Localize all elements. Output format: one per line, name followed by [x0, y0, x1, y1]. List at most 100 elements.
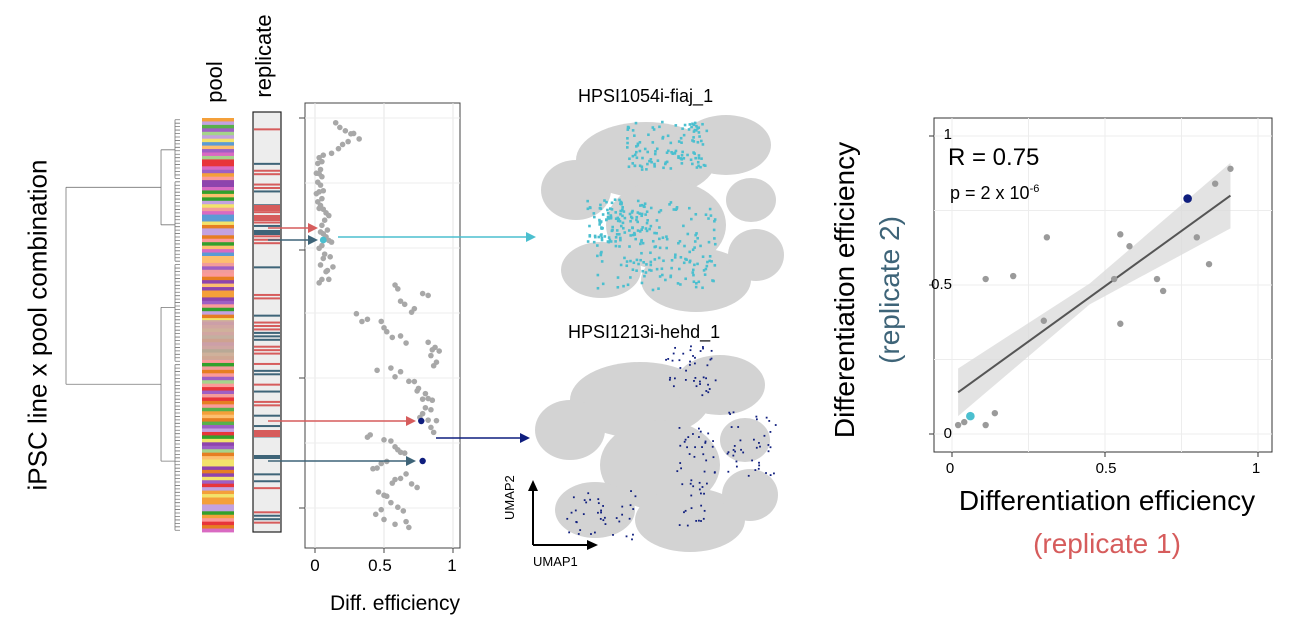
- umap-hehd-cell: [625, 535, 628, 538]
- umap-fiaj-cell: [690, 217, 693, 221]
- umap-fiaj-cell: [599, 253, 603, 257]
- umap-fiaj-cell: [645, 210, 649, 214]
- umap-fiaj-cell: [708, 207, 712, 211]
- umap-hehd-cell: [754, 469, 757, 471]
- umap-hehd-cell: [697, 427, 700, 430]
- umap-hehd-cell: [704, 440, 707, 443]
- umap-fiaj-cell: [694, 285, 698, 289]
- umap-hehd-cell: [710, 357, 713, 360]
- mid-x-axis-label: Diff. efficiency: [330, 592, 460, 615]
- umap-fiaj-cell: [691, 122, 694, 126]
- strip-point: [425, 292, 431, 299]
- umap-hehd-cell: [767, 450, 770, 453]
- umap-fiaj-cell: [648, 227, 651, 231]
- umap-hehd-cell: [684, 379, 687, 381]
- umap-fiaj-cell: [619, 224, 623, 228]
- replicate-stripe: [254, 521, 280, 524]
- umap-fiaj-cell: [693, 240, 697, 243]
- strip-point: [403, 471, 409, 477]
- umap-fiaj-cell: [676, 282, 680, 285]
- umap-fiaj-cell: [692, 136, 695, 139]
- strip-point: [406, 378, 412, 385]
- replicate-stripe: [254, 190, 280, 193]
- pool-cell: [202, 400, 234, 405]
- umap-fiaj-cell: [616, 285, 620, 289]
- scatter-point: [961, 418, 968, 426]
- umap-fiaj-cell: [686, 153, 689, 157]
- umap-fiaj-cell: [683, 244, 686, 248]
- umap-fiaj-cell: [614, 235, 618, 239]
- umap-hehd-cell: [692, 355, 694, 357]
- strip-point: [397, 475, 404, 482]
- umap-fiaj-cell: [626, 126, 630, 130]
- strip-point: [397, 298, 404, 304]
- umap-fiaj-cell: [665, 237, 669, 241]
- pool-cell: [202, 376, 234, 381]
- umap-hehd-cell: [597, 502, 600, 505]
- strip-point: [428, 406, 434, 413]
- strip-point: [359, 318, 365, 325]
- pool-cell: [202, 245, 234, 250]
- strip-point: [381, 437, 387, 443]
- umap-fiaj-cell: [709, 214, 713, 217]
- umap-fiaj-cell: [619, 238, 622, 242]
- umap-hehd-cell: [703, 509, 706, 512]
- strip-point: [397, 368, 404, 375]
- umap-fiaj-cell: [653, 165, 656, 168]
- umap-hehd-cell: [695, 385, 698, 388]
- scatter-point: [982, 275, 989, 283]
- pool-cell: [202, 394, 234, 398]
- strip-point: [388, 365, 394, 371]
- pool-cell: [202, 483, 234, 488]
- pool-cell: [202, 421, 234, 426]
- umap-hehd-cell: [758, 464, 761, 467]
- umap-fiaj-cell: [680, 162, 684, 165]
- umap-fiaj-cell: [634, 237, 637, 241]
- umap-hehd-cell: [710, 349, 713, 352]
- umap-hehd-cell: [579, 529, 582, 531]
- umap-fiaj-cell: [633, 233, 637, 236]
- umap-hehd-cell: [769, 446, 772, 449]
- replicate-stripe: [254, 331, 280, 334]
- umap-fiaj-cell: [657, 256, 661, 260]
- umap1-label: UMAP1: [533, 554, 578, 569]
- umap-fiaj-cell: [674, 149, 678, 153]
- replicate-stripe: [254, 514, 280, 517]
- umap-hehd-cell: [683, 440, 686, 443]
- replicate-stripe: [254, 511, 280, 514]
- replicate-block: [254, 215, 280, 221]
- umap-fiaj-cluster: [681, 115, 771, 175]
- mid-x-tick-0-5: 0.5: [368, 556, 392, 575]
- umap-hehd-cell: [589, 498, 592, 501]
- umap-hehd-cell: [621, 505, 624, 508]
- pool-cell: [202, 207, 234, 212]
- replicate-stripe: [254, 293, 280, 296]
- umap-fiaj-cell: [658, 237, 661, 241]
- umap-fiaj-cell: [691, 268, 695, 272]
- umap-fiaj-cell: [655, 147, 659, 151]
- umap-hehd-cell: [700, 520, 702, 522]
- replicate-stripe: [254, 369, 280, 372]
- strip-point: [328, 150, 335, 157]
- umap-fiaj-cell: [672, 208, 676, 211]
- umap-fiaj-cell: [655, 267, 659, 271]
- pool-cell: [202, 369, 234, 374]
- umap-fiaj-cell: [671, 152, 675, 155]
- umap-fiaj-cell: [682, 133, 686, 137]
- umap-fiaj-cell: [661, 236, 665, 239]
- pool-cell: [202, 435, 234, 440]
- umap-hehd-cell: [705, 459, 708, 462]
- umap-fiaj-cell: [610, 229, 614, 233]
- umap-fiaj-cell: [679, 136, 683, 140]
- strip-point: [411, 378, 418, 385]
- umap-fiaj-cell: [681, 127, 684, 130]
- umap-fiaj-cell: [694, 156, 697, 160]
- pool-cell: [202, 521, 234, 526]
- umap-fiaj-cell: [631, 162, 635, 165]
- umap-fiaj-cell: [658, 125, 661, 129]
- umap-fiaj-cell: [640, 281, 644, 285]
- umap-fiaj-cell: [636, 144, 640, 147]
- pool-cell: [202, 476, 234, 481]
- umap-fiaj-cell: [650, 160, 653, 164]
- umap-fiaj-cell: [653, 231, 656, 235]
